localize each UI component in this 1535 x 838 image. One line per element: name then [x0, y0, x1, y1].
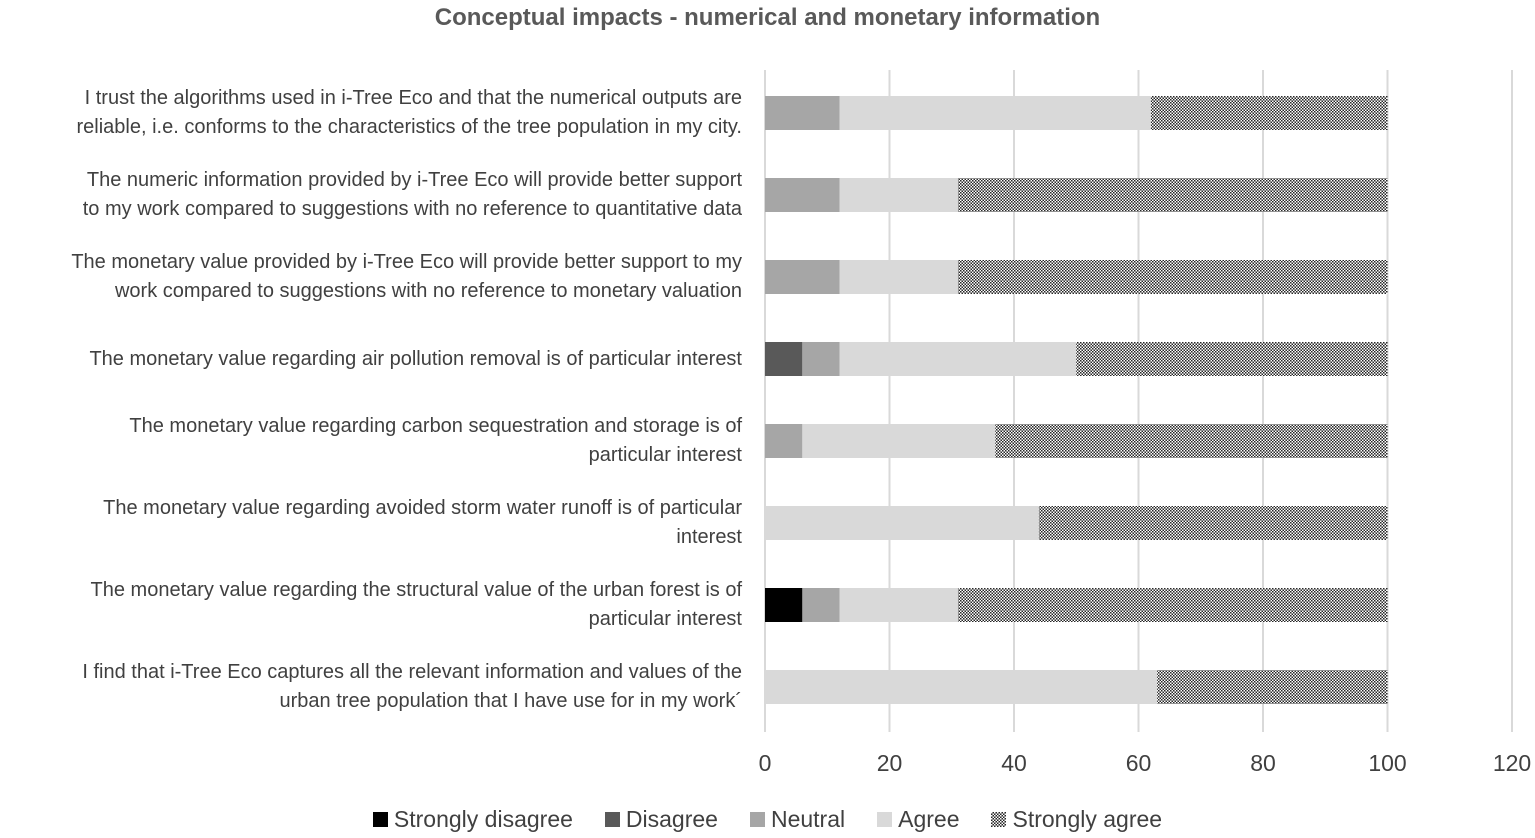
category-label: The monetary value regarding air polluti… — [0, 345, 742, 374]
category-label-line: reliable, i.e. conforms to the character… — [76, 116, 743, 138]
bar-segment-agree — [765, 670, 1158, 704]
x-tick-label: 100 — [1368, 750, 1406, 776]
category-label-line: The monetary value regarding avoided sto… — [103, 497, 742, 519]
bar-segment-strongly-agree — [957, 260, 1388, 294]
category-label-line: I find that i-Tree Eco captures all the … — [82, 661, 742, 683]
legend-item: Strongly disagree — [372, 806, 573, 833]
bar-segment-strongly-agree — [1157, 670, 1388, 704]
legend-swatch — [991, 812, 1007, 827]
bar-segment-strongly-agree — [957, 588, 1388, 622]
bar-segment-strongly-disagree — [765, 588, 803, 622]
category-label: The monetary value regarding carbon sequ… — [0, 412, 742, 470]
category-label-line: urban tree population that I have use fo… — [279, 690, 742, 712]
category-label-line: particular interest — [588, 444, 742, 466]
bar-segment-strongly-agree — [1150, 96, 1388, 130]
legend-item: Disagree — [604, 806, 718, 833]
legend-label: Agree — [898, 806, 960, 832]
category-label-line: The monetary value regarding carbon sequ… — [129, 415, 742, 437]
x-axis-ticks: 0 20 40 60 80 100 120 — [759, 750, 1532, 776]
legend-label: Strongly disagree — [393, 806, 573, 832]
legend-item: Strongly agree — [991, 806, 1162, 833]
legend-item: Agree — [877, 806, 959, 833]
category-label: The monetary value provided by i-Tree Ec… — [0, 248, 742, 306]
bar-segment-disagree — [765, 342, 803, 376]
legend-label: Disagree — [625, 806, 718, 832]
bar-segment-agree — [765, 506, 1039, 540]
bar-segment-agree — [839, 96, 1151, 130]
category-label-line: The monetary value regarding the structu… — [90, 579, 742, 601]
bars — [765, 96, 1388, 704]
category-label-line: The monetary value regarding air polluti… — [89, 347, 742, 370]
category-label-line: The monetary value provided by i-Tree Ec… — [71, 251, 742, 273]
legend: Strongly disagree Disagree Neutral Agree Str… — [0, 806, 1535, 833]
legend-swatch — [749, 812, 765, 827]
legend-swatch — [604, 812, 620, 827]
x-tick-label: 20 — [877, 750, 903, 776]
category-label-line: particular interest — [588, 608, 742, 630]
bar-segment-neutral — [765, 260, 840, 294]
category-label: The monetary value regarding avoided sto… — [0, 494, 742, 552]
bar-segment-neutral — [765, 178, 840, 212]
category-label-line: interest — [676, 526, 742, 548]
x-tick-label: 40 — [1001, 750, 1027, 776]
legend-label: Neutral — [770, 806, 846, 832]
category-label-line: to my work compared to suggestions with … — [82, 198, 742, 220]
bar-segment-neutral — [765, 424, 803, 458]
x-tick-label: 80 — [1250, 750, 1276, 776]
category-label-line: I trust the algorithms used in i-Tree Ec… — [84, 87, 742, 109]
x-tick-label: 0 — [759, 750, 772, 776]
gridlines — [764, 70, 1513, 732]
chart-title: Conceptual impacts - numerical and monet… — [434, 4, 1101, 31]
legend-swatch — [877, 812, 893, 827]
bar-segment-strongly-agree — [1076, 342, 1388, 376]
x-tick-label: 60 — [1126, 750, 1152, 776]
category-label: I trust the algorithms used in i-Tree Ec… — [0, 84, 743, 142]
bar-segment-agree — [839, 260, 958, 294]
category-label: I find that i-Tree Eco captures all the … — [0, 658, 742, 716]
bar-segment-strongly-agree — [957, 178, 1388, 212]
legend-label: Strongly agree — [1012, 806, 1163, 832]
legend-item: Neutral — [749, 806, 846, 833]
x-tick-label: 120 — [1493, 750, 1531, 776]
legend-swatch — [372, 812, 388, 827]
category-label: The numeric information provided by i-Tr… — [0, 166, 742, 224]
bar-segment-neutral — [765, 96, 840, 130]
bar-segment-agree — [839, 178, 958, 212]
bar-segment-agree — [839, 588, 958, 622]
bar-segment-strongly-agree — [1038, 506, 1388, 540]
category-label: The monetary value regarding the structu… — [0, 576, 742, 634]
bar-segment-neutral — [802, 342, 840, 376]
bar-segment-neutral — [802, 588, 840, 622]
bar-segment-agree — [839, 342, 1077, 376]
category-label-line: work compared to suggestions with no ref… — [114, 280, 742, 302]
category-label-line: The numeric information provided by i-Tr… — [86, 169, 742, 191]
bar-segment-agree — [802, 424, 996, 458]
bar-segment-strongly-agree — [995, 424, 1388, 458]
